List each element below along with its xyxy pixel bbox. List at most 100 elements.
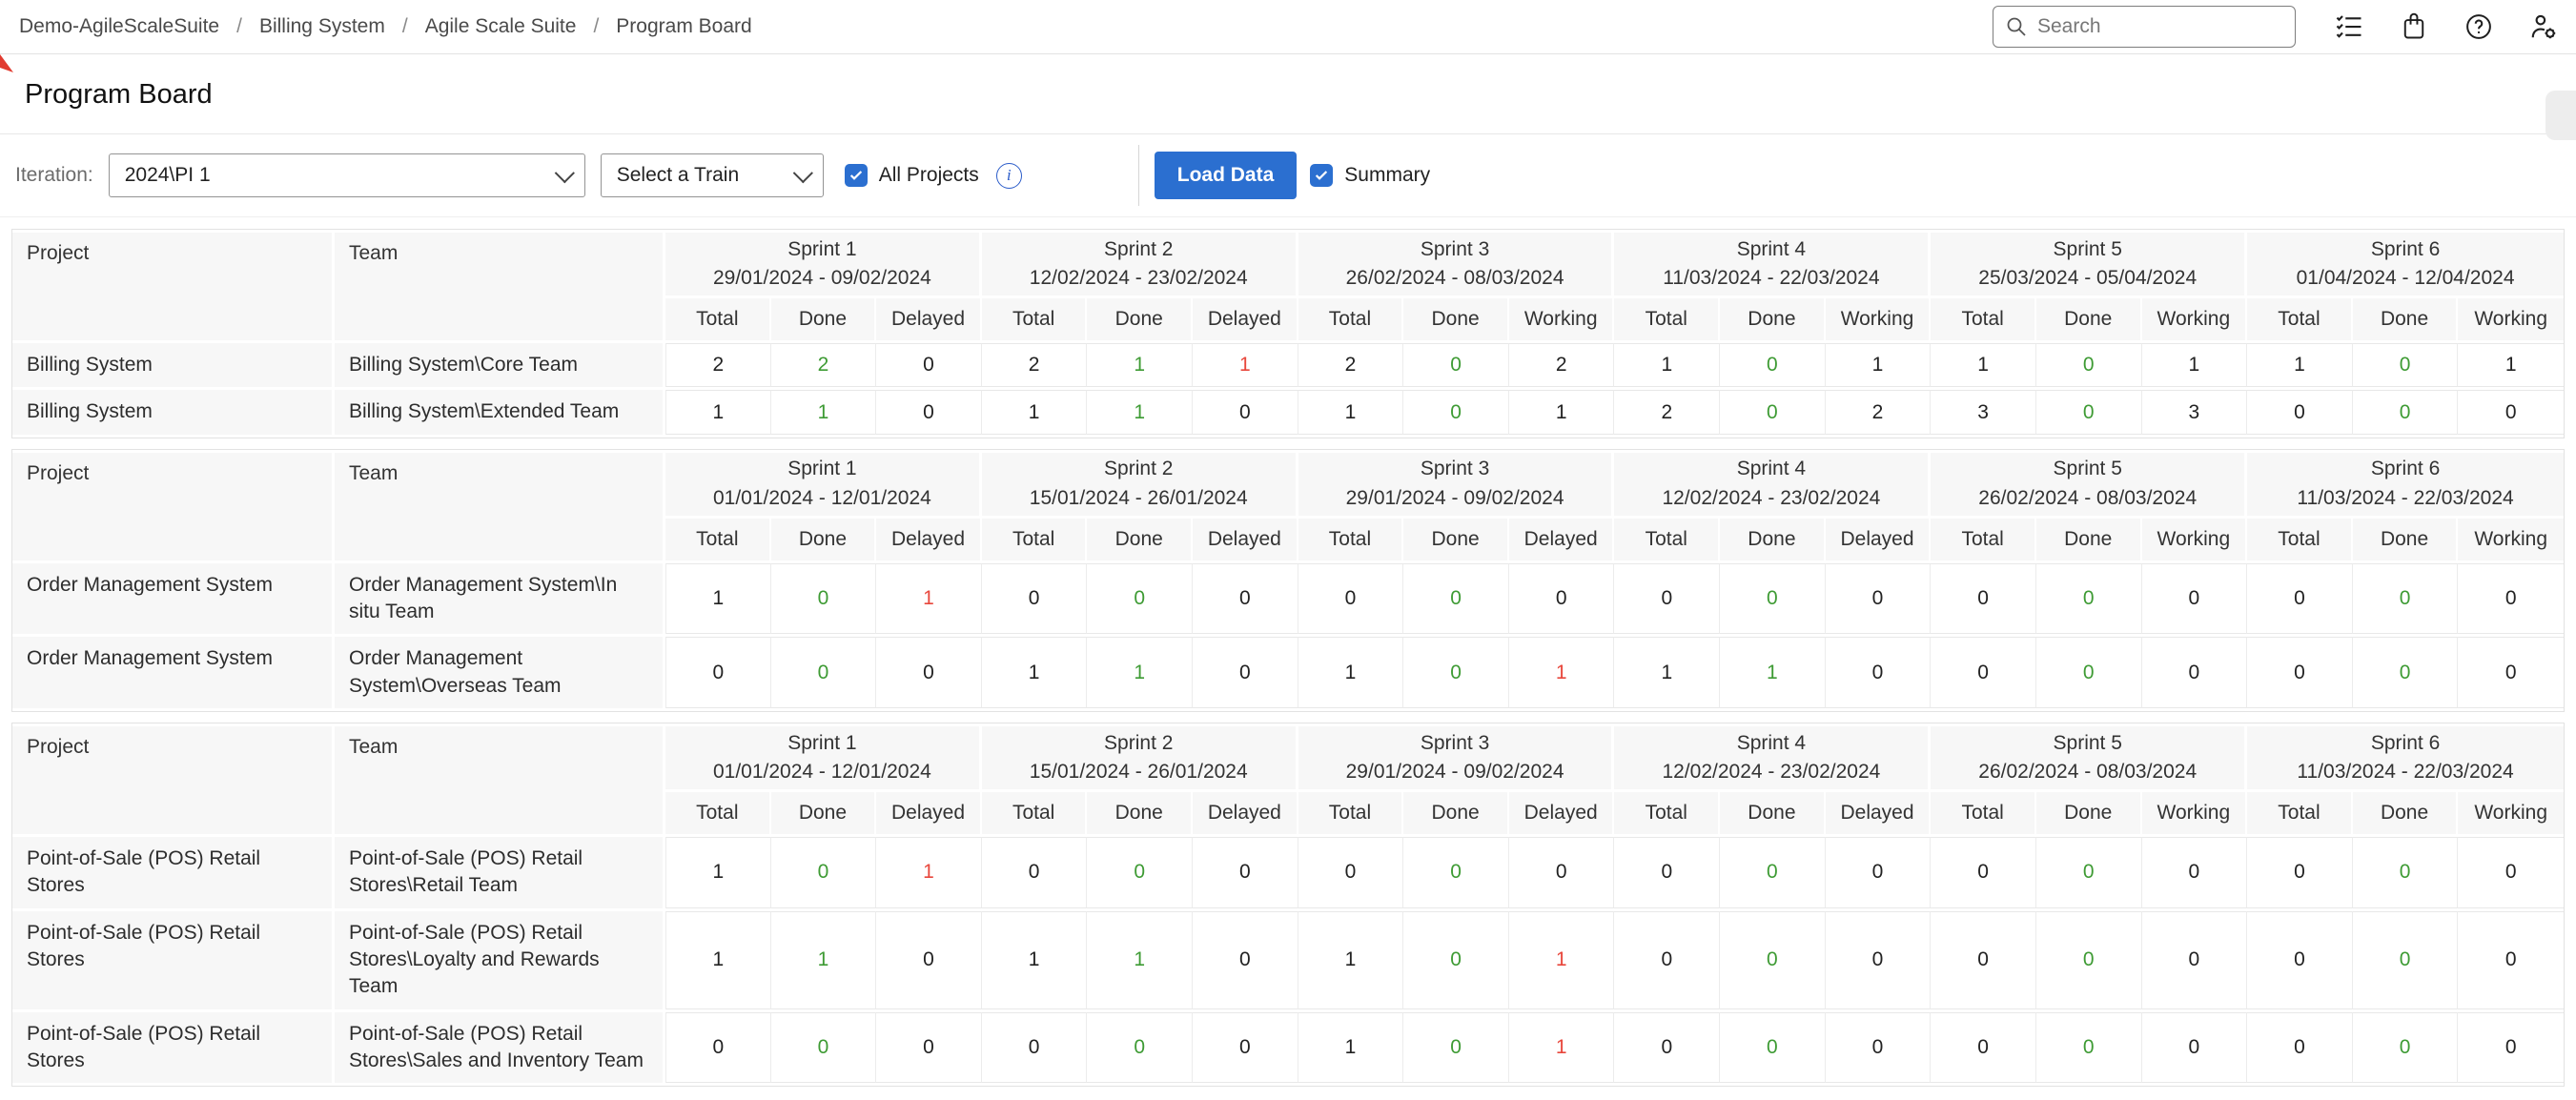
project-cell: Billing System — [12, 390, 335, 434]
column-header-working: Working — [2458, 298, 2564, 340]
value-cell: 1 — [1087, 637, 1193, 708]
tables: ProjectTeamSprint 129/01/2024 - 09/02/20… — [0, 217, 2576, 1087]
summary-checkbox[interactable] — [1310, 164, 1333, 187]
breadcrumb-separator: / — [402, 15, 408, 38]
value-cell: 0 — [2353, 911, 2459, 1009]
column-header-working: Working — [2142, 298, 2248, 340]
value-cell: 0 — [1614, 911, 1720, 1009]
search-box[interactable] — [1993, 6, 2296, 48]
breadcrumb: Demo-AgileScaleSuite/Billing System/Agil… — [19, 15, 752, 38]
column-header-done: Done — [2036, 792, 2142, 834]
value-cell: 2 — [1826, 390, 1932, 434]
value-cell: 0 — [2353, 390, 2459, 434]
value-cell: 0 — [2036, 343, 2142, 387]
value-cell: 1 — [665, 563, 771, 635]
value-cell: 0 — [2247, 637, 2353, 708]
value-cell: 0 — [1403, 1012, 1509, 1084]
team-cell: Point-of-Sale (POS) Retail Stores\Loyalt… — [335, 911, 665, 1009]
value-cell: 0 — [1193, 837, 1298, 908]
value-cell: 1 — [1298, 390, 1404, 434]
value-cell: 0 — [771, 637, 877, 708]
value-cell: 2 — [1509, 343, 1615, 387]
table-row: Point-of-Sale (POS) Retail StoresPoint-o… — [12, 837, 2564, 908]
column-header-working: Working — [2142, 792, 2248, 834]
scrollbar-thumb[interactable] — [2545, 91, 2576, 140]
value-cell: 1 — [1931, 343, 2036, 387]
column-header-total: Total — [1298, 519, 1404, 560]
project-cell: Point-of-Sale (POS) Retail Stores — [12, 1012, 335, 1084]
value-cell: 0 — [1614, 837, 1720, 908]
value-cell: 0 — [876, 390, 982, 434]
value-cell: 3 — [2142, 390, 2248, 434]
value-cell: 0 — [2036, 390, 2142, 434]
iteration-select[interactable]: 2024\PI 1 — [109, 153, 585, 197]
all-projects-checkbox[interactable] — [845, 164, 868, 187]
sprint-header: Sprint 101/01/2024 - 12/01/2024 — [665, 453, 982, 516]
column-header-done: Done — [1403, 298, 1509, 340]
value-cell: 1 — [1298, 637, 1404, 708]
project-cell: Billing System — [12, 343, 335, 387]
column-header-total: Total — [982, 298, 1088, 340]
breadcrumb-item[interactable]: Program Board — [616, 15, 751, 38]
column-header-delayed: Delayed — [1826, 519, 1932, 560]
breadcrumb-item[interactable]: Demo-AgileScaleSuite — [19, 15, 219, 38]
value-cell: 0 — [2353, 837, 2459, 908]
column-header-done: Done — [771, 519, 877, 560]
help-icon[interactable] — [2464, 11, 2494, 42]
value-cell: 0 — [1403, 837, 1509, 908]
value-cell: 2 — [1298, 343, 1404, 387]
train-select[interactable]: Select a Train — [601, 153, 824, 197]
breadcrumb-item[interactable]: Agile Scale Suite — [425, 15, 577, 38]
load-data-button[interactable]: Load Data — [1155, 152, 1298, 199]
sprint-header: Sprint 212/02/2024 - 23/02/2024 — [982, 233, 1298, 295]
project-cell: Point-of-Sale (POS) Retail Stores — [12, 837, 335, 908]
tasks-checklist-icon[interactable] — [2334, 11, 2364, 42]
table-row: Point-of-Sale (POS) Retail StoresPoint-o… — [12, 1012, 2564, 1084]
column-header-done: Done — [771, 792, 877, 834]
column-header-delayed: Delayed — [1509, 519, 1615, 560]
column-header-total: Total — [982, 792, 1088, 834]
info-icon[interactable]: i — [996, 163, 1022, 189]
value-cell: 0 — [2142, 563, 2248, 635]
column-header-total: Total — [2247, 298, 2353, 340]
chevron-down-icon — [554, 163, 574, 183]
project-column-header: Project — [12, 233, 335, 340]
table-row: Order Management SystemOrder Management … — [12, 637, 2564, 708]
column-header-delayed: Delayed — [1509, 792, 1615, 834]
sprint-header: Sprint 215/01/2024 - 26/01/2024 — [982, 453, 1298, 516]
value-cell: 2 — [771, 343, 877, 387]
sprint-header: Sprint 329/01/2024 - 09/02/2024 — [1298, 726, 1615, 789]
iteration-select-value: 2024\PI 1 — [125, 164, 211, 187]
team-cell: Billing System\Extended Team — [335, 390, 665, 434]
column-header-delayed: Delayed — [1193, 298, 1298, 340]
column-header-delayed: Delayed — [876, 792, 982, 834]
column-header-working: Working — [2142, 519, 2248, 560]
breadcrumb-item[interactable]: Billing System — [259, 15, 385, 38]
column-header-working: Working — [2458, 792, 2564, 834]
column-header-done: Done — [2353, 519, 2459, 560]
value-cell: 1 — [1087, 343, 1193, 387]
column-header-total: Total — [1614, 792, 1720, 834]
search-input[interactable] — [2037, 15, 2283, 38]
value-cell: 0 — [1614, 563, 1720, 635]
user-settings-icon[interactable] — [2528, 11, 2559, 42]
chevron-down-icon — [792, 163, 812, 183]
value-cell: 1 — [1509, 1012, 1615, 1084]
value-cell: 0 — [771, 1012, 877, 1084]
bag-icon[interactable] — [2399, 11, 2429, 42]
value-cell: 1 — [982, 637, 1088, 708]
value-cell: 1 — [1087, 390, 1193, 434]
value-cell: 0 — [1720, 1012, 1826, 1084]
value-cell: 3 — [1931, 390, 2036, 434]
value-cell: 0 — [2036, 1012, 2142, 1084]
column-header-done: Done — [1403, 519, 1509, 560]
column-header-done: Done — [2036, 298, 2142, 340]
table-row: Order Management SystemOrder Management … — [12, 563, 2564, 635]
sprint-header: Sprint 101/01/2024 - 12/01/2024 — [665, 726, 982, 789]
value-cell: 0 — [665, 637, 771, 708]
value-cell: 0 — [2142, 837, 2248, 908]
value-cell: 1 — [771, 911, 877, 1009]
program-table: ProjectTeamSprint 101/01/2024 - 12/01/20… — [11, 723, 2565, 1087]
column-header-done: Done — [2353, 298, 2459, 340]
value-cell: 0 — [2142, 1012, 2248, 1084]
